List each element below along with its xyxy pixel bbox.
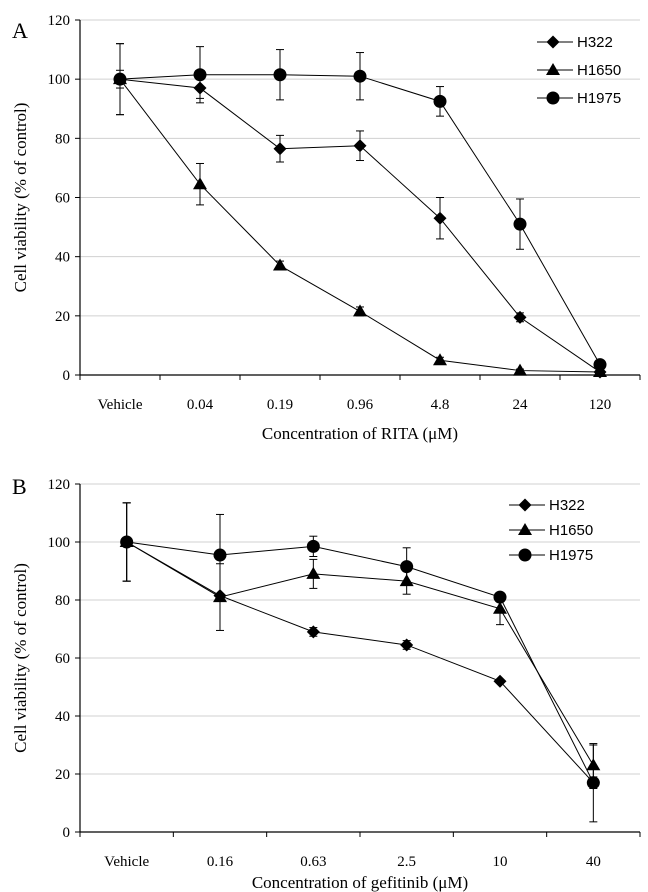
x-tick-label: 0.63: [300, 854, 326, 870]
series-h1650-line: [126, 541, 594, 766]
legend-label: H322: [577, 34, 613, 51]
series-h322: [113, 69, 607, 379]
y-tick-label: 40: [55, 250, 70, 266]
y-tick-label: 120: [48, 477, 71, 493]
legend-label: H1650: [549, 522, 593, 539]
y-axis-title: Cell viability (% of control): [11, 563, 30, 753]
legend-label: H1650: [577, 62, 621, 79]
x-axis-title: Concentration of RITA (μM): [262, 424, 458, 443]
y-tick-label: 0: [63, 825, 71, 841]
data-point: [493, 601, 507, 614]
series-h1975-line: [119, 74, 601, 365]
legend-marker: [518, 523, 532, 535]
x-tick-label: 0.96: [347, 397, 374, 413]
series-h322: [120, 502, 600, 790]
panel-a: A 0 20 40 60 80 100 120 Vehicle 0.04 0.19 0.96 4.8 24…: [11, 13, 641, 443]
legend-marker: [546, 91, 560, 105]
series-h1975-line: [126, 541, 594, 783]
x-tick-label: 2.5: [397, 854, 416, 870]
y-tick-label: 20: [55, 309, 70, 325]
data-point: [306, 625, 320, 639]
data-point: [513, 217, 527, 231]
series-h322-line: [126, 541, 594, 784]
data-point: [273, 258, 287, 271]
x-tick-label: 4.8: [431, 397, 450, 413]
legend: H322 H1650 H1975: [509, 497, 593, 564]
x-tick-label: 24: [513, 397, 529, 413]
data-point: [353, 304, 367, 317]
legend-marker: [546, 35, 560, 49]
data-point: [586, 776, 600, 790]
legend-label: H1975: [577, 90, 621, 107]
data-point: [433, 211, 447, 225]
data-point: [273, 142, 287, 156]
x-tick-label: 40: [586, 854, 601, 870]
panel-b: B 0 20 40 60 80 100 120 Vehicle 0.16 0.63 2.5 10 40 Co…: [11, 474, 641, 892]
y-tick-label: 20: [55, 767, 70, 783]
data-point: [306, 539, 320, 553]
series-h1650: [113, 43, 607, 378]
legend-marker: [518, 548, 532, 562]
data-point: [513, 363, 527, 376]
y-tick-label: 100: [48, 72, 71, 88]
legend-label: H322: [549, 497, 585, 514]
data-point: [193, 68, 207, 82]
series-h1975: [113, 43, 607, 372]
y-tick-label: 60: [55, 191, 70, 207]
data-point: [353, 69, 367, 83]
x-tick-label: 0.04: [187, 397, 214, 413]
data-point: [113, 72, 127, 86]
data-point: [593, 358, 607, 372]
data-point: [213, 548, 227, 562]
y-axis-title: Cell viability (% of control): [11, 103, 30, 293]
x-tick-label: Vehicle: [98, 397, 143, 413]
x-tick-label: 0.16: [207, 854, 234, 870]
y-tick-label: 80: [55, 593, 70, 609]
data-point: [400, 638, 414, 652]
data-point: [513, 310, 527, 324]
data-point: [273, 68, 287, 82]
data-point: [400, 560, 414, 574]
data-point: [353, 139, 367, 153]
x-tick-label: 0.19: [267, 397, 293, 413]
y-tick-label: 120: [48, 13, 71, 29]
series-h1975: [120, 502, 600, 823]
data-point: [193, 177, 207, 190]
y-tick-label: 60: [55, 651, 70, 667]
x-tick-label: 120: [589, 397, 612, 413]
series-h1650: [119, 502, 601, 787]
y-tick-label: 40: [55, 709, 70, 725]
panel-a-letter: A: [12, 18, 28, 43]
legend-marker: [518, 498, 532, 512]
legend-marker: [546, 63, 560, 75]
panel-b-letter: B: [12, 474, 27, 499]
data-point: [433, 94, 447, 108]
y-tick-label: 0: [63, 368, 71, 384]
data-point: [306, 566, 321, 579]
x-axis-title: Concentration of gefitinib (μM): [252, 873, 468, 892]
legend-label: H1975: [549, 547, 593, 564]
y-tick-label: 80: [55, 131, 70, 147]
y-tick-label: 100: [48, 535, 71, 551]
data-point: [433, 353, 447, 366]
series-h322-line: [119, 78, 601, 373]
legend: H322 H1650 H1975: [537, 34, 621, 107]
data-point: [493, 674, 507, 688]
x-tick-label: Vehicle: [104, 854, 149, 870]
x-tick-label: 10: [493, 854, 508, 870]
data-point: [493, 590, 507, 604]
data-point: [120, 535, 134, 549]
series-h1650-line: [119, 78, 601, 373]
